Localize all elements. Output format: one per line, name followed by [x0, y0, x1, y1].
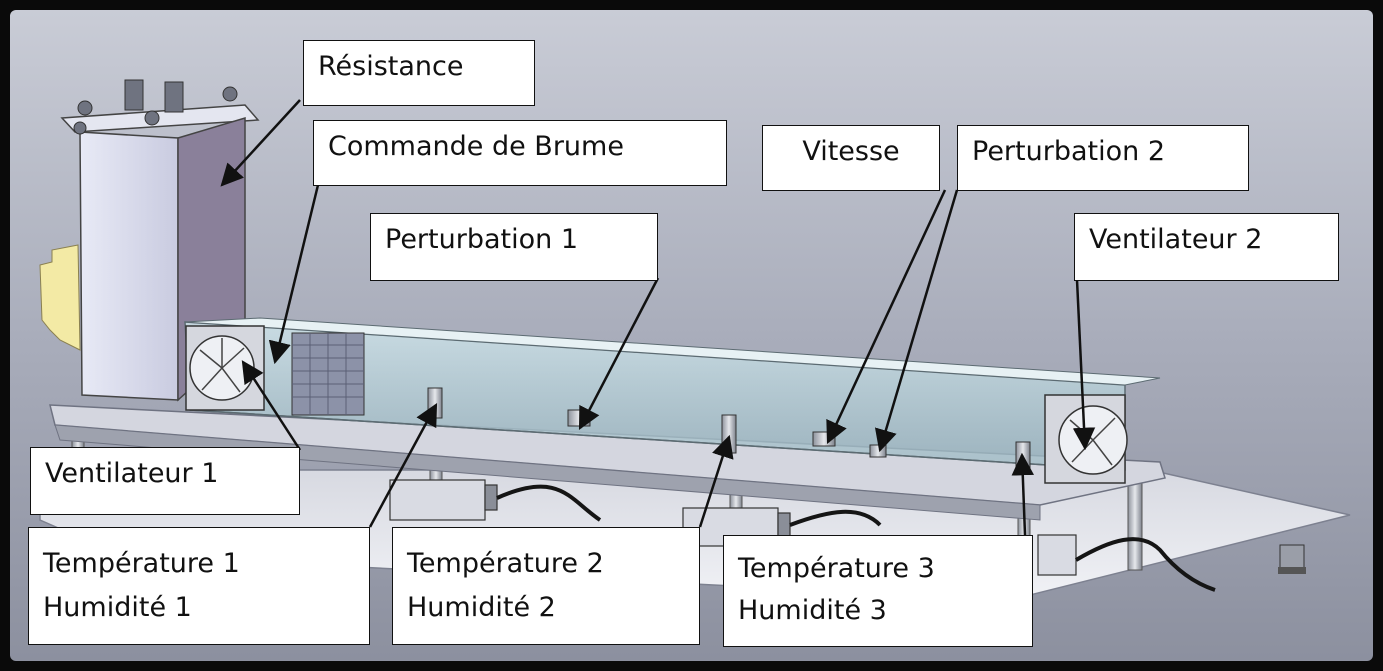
arrow-resistance	[220, 99, 301, 187]
arrow-vitesse	[826, 189, 947, 445]
label-temperature-humidite-1: Température 1 Humidité 1	[28, 527, 370, 645]
label-temperature-3-text: Température 3	[738, 553, 935, 584]
label-ventilateur-2: Ventilateur 2	[1074, 213, 1339, 281]
label-ventilateur-1-text: Ventilateur 1	[45, 458, 219, 489]
label-vitesse: Vitesse	[762, 125, 940, 191]
arrow-temperature-1	[368, 403, 438, 528]
arrow-commande-brume	[268, 184, 320, 365]
label-temperature-humidite-2: Température 2 Humidité 2	[392, 527, 700, 645]
label-temperature-2-text: Température 2	[407, 548, 604, 579]
label-perturbation-2-text: Perturbation 2	[972, 136, 1165, 167]
arrow-ventilateur-2	[1072, 279, 1096, 451]
label-resistance: Résistance	[303, 40, 535, 106]
label-temperature-humidite-3: Température 3 Humidité 3	[723, 535, 1033, 647]
label-ventilateur-1: Ventilateur 1	[30, 447, 300, 515]
label-commande-brume-text: Commande de Brume	[328, 131, 624, 162]
arrow-temperature-2	[698, 434, 734, 528]
label-humidite-2-text: Humidité 2	[407, 592, 556, 623]
label-perturbation-1-text: Perturbation 1	[385, 224, 578, 255]
label-humidite-1-text: Humidité 1	[43, 592, 192, 623]
label-vitesse-text: Vitesse	[802, 136, 900, 167]
label-ventilateur-2-text: Ventilateur 2	[1089, 224, 1263, 255]
label-humidite-3-text: Humidité 3	[738, 595, 887, 626]
label-perturbation-2: Perturbation 2	[957, 125, 1249, 191]
label-commande-brume: Commande de Brume	[313, 120, 727, 186]
label-perturbation-1: Perturbation 1	[370, 213, 658, 281]
arrow-temperature-3	[1011, 452, 1035, 536]
arrow-ventilateur-1	[241, 360, 302, 451]
label-resistance-text: Résistance	[318, 51, 464, 82]
label-temperature-1-text: Température 1	[43, 548, 240, 579]
arrow-perturbation-1	[578, 277, 660, 430]
arrow-perturbation-2	[874, 189, 959, 453]
